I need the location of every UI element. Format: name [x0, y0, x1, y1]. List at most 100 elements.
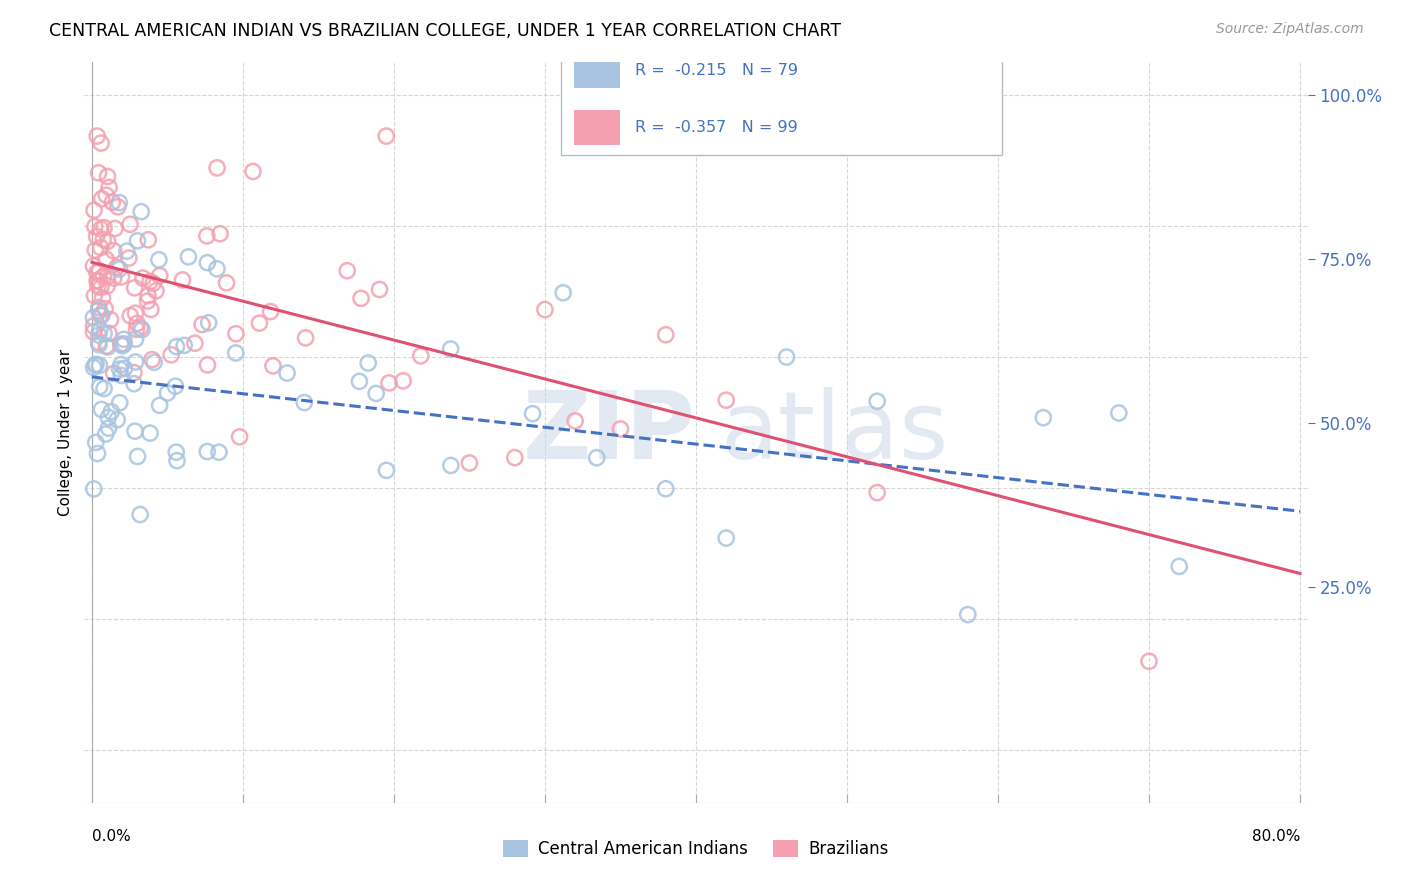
Text: CENTRAL AMERICAN INDIAN VS BRAZILIAN COLLEGE, UNDER 1 YEAR CORRELATION CHART: CENTRAL AMERICAN INDIAN VS BRAZILIAN COL… — [49, 22, 841, 40]
Point — [357, 356, 380, 370]
Point — [82, 259, 104, 273]
Text: R =  -0.357   N = 99: R = -0.357 N = 99 — [636, 120, 797, 135]
Point — [122, 376, 145, 391]
Point — [139, 426, 162, 441]
Point — [191, 318, 214, 332]
Point — [655, 482, 678, 496]
Bar — [574, 110, 620, 145]
Point — [866, 394, 889, 409]
Point — [775, 350, 797, 364]
Y-axis label: College, Under 1 year: College, Under 1 year — [58, 349, 73, 516]
Point — [366, 386, 388, 401]
Point — [89, 379, 111, 393]
Point — [225, 326, 247, 341]
Point — [83, 289, 105, 303]
Point — [115, 244, 138, 259]
Point — [1168, 559, 1191, 574]
Point — [120, 218, 142, 232]
Point — [110, 358, 132, 372]
Point — [89, 308, 111, 322]
Point — [139, 302, 162, 317]
Point — [87, 166, 110, 180]
Point — [107, 200, 129, 214]
Point — [409, 349, 432, 363]
Point — [90, 402, 112, 417]
Point — [90, 222, 112, 236]
Point — [714, 393, 737, 408]
Point — [112, 332, 135, 346]
Point — [90, 280, 112, 294]
Point — [156, 386, 179, 401]
Text: Source: ZipAtlas.com: Source: ZipAtlas.com — [1216, 22, 1364, 37]
Point — [139, 275, 162, 289]
Point — [105, 260, 128, 275]
Point — [96, 278, 118, 293]
Point — [86, 446, 108, 460]
Point — [534, 302, 557, 317]
Point — [90, 192, 112, 206]
Point — [165, 445, 187, 459]
Point — [84, 435, 107, 450]
Point — [195, 255, 218, 269]
Point — [84, 358, 107, 372]
Point — [378, 376, 401, 390]
Point — [184, 336, 207, 351]
Point — [124, 355, 146, 369]
Point — [503, 450, 526, 465]
Point — [90, 136, 112, 150]
Point — [94, 427, 117, 442]
Point — [197, 358, 219, 372]
Point — [100, 312, 122, 326]
Point — [82, 310, 104, 325]
Point — [86, 274, 108, 288]
Point — [86, 229, 108, 244]
Point — [375, 463, 398, 477]
Point — [209, 227, 232, 241]
Point — [148, 252, 170, 267]
Point — [103, 244, 125, 258]
Point — [149, 398, 172, 412]
Point — [87, 335, 110, 350]
Point — [104, 221, 127, 235]
Point — [129, 321, 152, 335]
Point — [108, 362, 131, 376]
Point — [83, 318, 105, 333]
Point — [276, 366, 298, 380]
Point — [82, 325, 104, 339]
Point — [215, 276, 238, 290]
Point — [132, 271, 155, 285]
Point — [114, 361, 136, 376]
Point — [145, 284, 167, 298]
Point — [83, 360, 105, 375]
Point — [350, 291, 373, 305]
Bar — [574, 53, 620, 88]
Point — [375, 129, 398, 144]
Point — [136, 294, 159, 309]
Point — [177, 250, 200, 264]
Point — [124, 281, 146, 295]
Point — [866, 485, 889, 500]
Point — [522, 407, 544, 421]
Point — [553, 285, 575, 300]
Point — [125, 322, 148, 336]
Point — [392, 374, 415, 388]
Point — [127, 450, 149, 464]
Point — [129, 204, 152, 219]
Point — [97, 421, 120, 435]
Point — [87, 301, 110, 315]
Point — [93, 269, 115, 284]
Point — [91, 291, 114, 305]
Point — [127, 234, 149, 248]
Point — [262, 359, 284, 373]
Point — [1137, 654, 1160, 668]
Point — [93, 326, 115, 341]
Point — [242, 164, 264, 178]
Point — [440, 342, 463, 356]
Point — [166, 340, 188, 354]
Point — [83, 219, 105, 234]
Point — [208, 445, 231, 459]
Point — [956, 607, 979, 622]
Point — [91, 232, 114, 246]
Point — [173, 338, 195, 352]
Point — [86, 266, 108, 280]
